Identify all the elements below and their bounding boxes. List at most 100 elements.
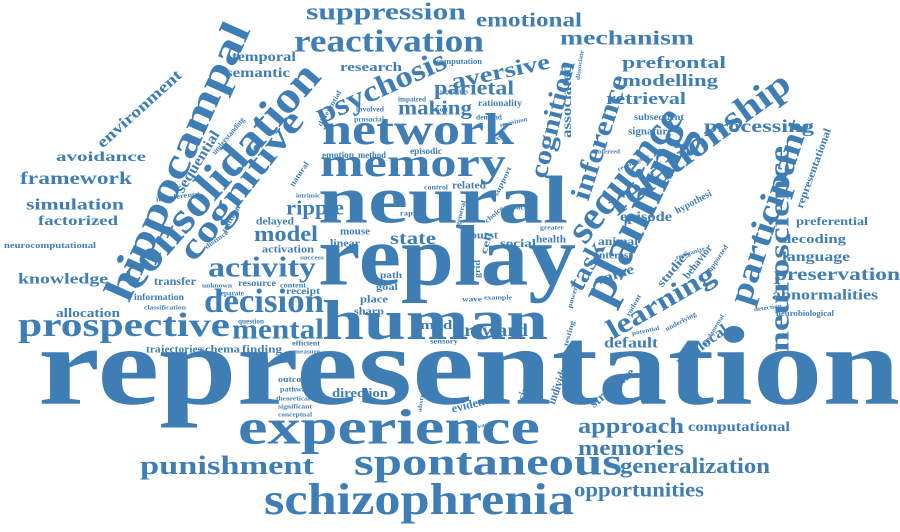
word-related: related: [452, 180, 486, 191]
word-mechanism: mechanism: [560, 28, 694, 50]
word-factorized: factorized: [38, 214, 118, 229]
word-emotion: emotion: [322, 150, 354, 160]
word-research: research: [340, 59, 403, 74]
word-measure: measure: [294, 349, 320, 355]
word-modelling: modelling: [622, 71, 719, 90]
word-dissociate: dissociate: [575, 50, 585, 81]
word-rapid: rapid: [400, 210, 420, 218]
word-potential: potential: [631, 326, 660, 338]
word-linear: linear: [330, 238, 360, 250]
word-ripple: ripple: [286, 198, 344, 220]
word-animal: animal: [598, 234, 639, 248]
word-schema: schema: [200, 344, 241, 356]
word-opportunities: opportunities: [574, 480, 704, 502]
word-reward: reward: [464, 320, 528, 340]
word-greater: greater: [540, 225, 564, 231]
word-retrieval: retrieval: [606, 89, 686, 108]
word-transfer: transfer: [154, 274, 197, 288]
word-mode: mode: [420, 317, 460, 332]
word-hypothesi: hypothesi: [673, 188, 714, 217]
word-method: method: [358, 150, 386, 160]
word-demand: demand: [476, 114, 502, 122]
word-memory: memory: [320, 140, 506, 185]
word-goal: goal: [376, 282, 399, 292]
word-preferential: preferential: [796, 214, 869, 228]
word-neurobiological: neurobiological: [776, 309, 835, 318]
word-modality: modality: [529, 194, 539, 223]
word-mental: mental: [232, 314, 324, 345]
word-delayed: delayed: [256, 216, 295, 227]
word-schizophrenia: schizophrenia: [264, 475, 574, 524]
word-language: language: [782, 250, 850, 265]
word-prefrontal: prefrontal: [622, 53, 726, 72]
word-abstract: abstract: [417, 384, 427, 413]
word-path: path: [380, 270, 402, 280]
word-place: place: [360, 294, 388, 306]
word-facilitate: facilitate: [555, 175, 564, 206]
word-preservation: preservation: [774, 264, 900, 284]
word-finding: finding: [242, 344, 283, 356]
word-episode: episode: [620, 210, 672, 225]
word-replay: replay: [318, 208, 576, 304]
word-success: success: [300, 255, 325, 261]
word-information: information: [134, 292, 184, 302]
word-framework: framework: [20, 168, 132, 188]
word-memories: memories: [578, 435, 685, 460]
word-involved: involved: [356, 106, 384, 114]
word-sharp: sharp: [354, 306, 384, 318]
word-interest: interest: [596, 250, 633, 261]
word-neurocomputational: neurocomputational: [4, 241, 97, 250]
word-network: network: [322, 105, 515, 154]
word-semantic: semantic: [226, 66, 290, 81]
word-associated: associated: [560, 64, 575, 138]
word-activity: activity: [208, 252, 316, 283]
word-experience: experience: [238, 398, 540, 454]
word-model: model: [254, 221, 318, 246]
word-significant: significant: [278, 404, 312, 410]
word-computational: computational: [688, 420, 790, 435]
word-question: question: [238, 318, 264, 326]
word-activation: activation: [262, 244, 314, 256]
word-state: state: [390, 228, 436, 248]
word-subsequent: subsequent: [634, 112, 684, 122]
word-efficient: efficient: [292, 340, 321, 348]
word-emotional: emotional: [476, 10, 583, 32]
word-human: human: [322, 290, 548, 352]
word-abnormalities: abnormalities: [772, 287, 878, 303]
word-generalization: generalization: [620, 453, 770, 478]
word-regularities: regularities: [440, 89, 469, 95]
word-receipt: receipt: [286, 286, 320, 296]
word-space: space: [508, 204, 528, 212]
word-health: health: [536, 234, 566, 245]
word-direction: direction: [332, 385, 389, 400]
word-separate: separate: [218, 290, 244, 298]
word-natural: natural: [288, 159, 312, 188]
word-content: content: [280, 282, 307, 290]
word-unknown: unknown: [202, 283, 233, 289]
word-burst: burst: [470, 230, 499, 241]
word-making: making: [398, 98, 472, 120]
word-default: default: [604, 335, 658, 351]
word-theoretical: theoretical: [276, 396, 310, 402]
word-neuroscience: neuroscience: [764, 146, 795, 352]
word-pathway: pathway: [280, 386, 311, 394]
word-wave: wave: [462, 296, 482, 304]
word-processing: processing: [704, 116, 814, 136]
word-classification: classification: [144, 305, 187, 311]
word-intrinsic: intrinsic: [296, 193, 320, 199]
word-inferred: inferred: [596, 149, 621, 155]
word-decision: decision: [204, 283, 324, 320]
word-episodic: episodic: [410, 146, 442, 156]
word-result: result: [430, 107, 448, 113]
word-social: social: [500, 236, 537, 250]
word-spontaneous: spontaneous: [354, 442, 622, 484]
word-knowledge: knowledge: [18, 271, 108, 287]
word-example: example: [484, 295, 512, 301]
word-avoidance: avoidance: [56, 150, 146, 165]
word-trajectories: trajectories: [146, 344, 202, 355]
word-sensory: sensory: [430, 338, 459, 346]
word-temporal: temporal: [232, 50, 296, 65]
word-signature: signature: [628, 126, 673, 137]
word-resource: resource: [238, 278, 276, 288]
